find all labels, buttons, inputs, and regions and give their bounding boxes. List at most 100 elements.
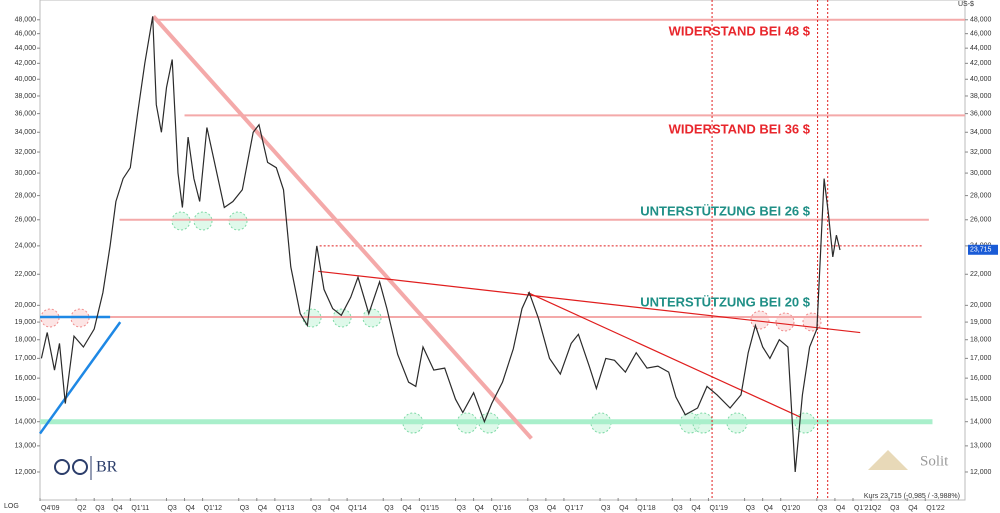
y-tick-label: 36,000	[970, 110, 992, 117]
x-tick-label: Q1'15	[420, 505, 439, 512]
plot-frame	[39, 0, 966, 501]
y-tick-label: 15,000	[970, 396, 992, 403]
brand-left: BR	[54, 456, 118, 480]
y-tick-label: 18,000	[15, 337, 37, 344]
x-tick-label: Q3	[240, 505, 249, 512]
x-tick-label: Q4	[619, 505, 628, 512]
unit-label: US-$	[958, 1, 974, 8]
x-tick-label: Q2	[77, 505, 86, 512]
x-tick-label: Q4	[908, 505, 917, 512]
y-tick-label: 28,000	[15, 192, 37, 199]
brand-right-text: Solit	[920, 453, 949, 469]
y-tick-label: 30,000	[970, 170, 992, 177]
x-tick-label: Q4	[113, 505, 122, 512]
y-tick-label: 26,000	[15, 217, 37, 224]
footer: Kurs 23,715 (-0,985 / -3,988%)	[864, 493, 960, 500]
x-tick-label: Q3	[746, 505, 755, 512]
x-tick-label: Q1'20	[782, 505, 801, 512]
x-tick-label: Q3	[95, 505, 104, 512]
y-tick-label: 19,000	[15, 319, 37, 326]
x-tick-label: Q4	[836, 505, 845, 512]
y-tick-label: 34,000	[970, 129, 992, 136]
annotation: UNTERSTÜTZUNG BEI 20 $	[640, 294, 811, 309]
y-tick-label: 32,000	[15, 149, 37, 156]
last-price-label: 23,715	[970, 247, 992, 254]
x-tick-label: Q1'14	[348, 505, 367, 512]
x-tick-label: Q1'16	[493, 505, 512, 512]
x-tick-label: Q4	[330, 505, 339, 512]
y-tick-label: 12,000	[15, 469, 37, 476]
y-tick-label: 36,000	[15, 110, 37, 117]
x-tick-label: Q3	[312, 505, 321, 512]
x-tick-label: Q4	[402, 505, 411, 512]
x-tick-label: Q3	[890, 505, 899, 512]
y-tick-label: 16,000	[970, 375, 992, 382]
y-tick-label: 17,000	[970, 355, 992, 362]
x-tick-label: Q4	[547, 505, 556, 512]
y-tick-label: 28,000	[970, 192, 992, 199]
x-tick-label: Q4	[691, 505, 700, 512]
price-line	[40, 16, 841, 473]
x-tick-label: Q4'09	[41, 505, 60, 512]
brand-right: Solit	[868, 450, 949, 470]
y-tick-label: 40,000	[970, 76, 992, 83]
y-tick-label: 14,000	[15, 419, 37, 426]
y-tick-label: 32,000	[970, 149, 992, 156]
y-tick-label: 20,000	[970, 302, 992, 309]
x-tick-label: Q1'18	[637, 505, 656, 512]
x-tick-label: Q1'11	[131, 505, 149, 512]
y-tick-label: 48,000	[15, 17, 37, 24]
y-tick-label: 42,000	[970, 60, 992, 67]
y-tick-label: 13,000	[15, 443, 37, 450]
y-tick-label: 40,000	[15, 76, 37, 83]
annotation: UNTERSTÜTZUNG BEI 26 $	[640, 203, 811, 218]
x-tick-label: Q3	[673, 505, 682, 512]
x-tick-label: Q3	[457, 505, 466, 512]
level-line	[527, 292, 801, 418]
x-tick-label: Q1'22	[926, 505, 945, 512]
y-tick-label: 17,000	[15, 355, 37, 362]
level-line	[318, 270, 861, 334]
x-tick-label: Q4	[186, 505, 195, 512]
x-tick-label: Q4	[258, 505, 267, 512]
y-tick-label: 15,000	[15, 396, 37, 403]
x-tick-label: Q3	[384, 505, 393, 512]
x-tick-label: Q3	[167, 505, 176, 512]
x-tick-label: Q1'17	[565, 505, 584, 512]
annotation: WIDERSTAND BEI 36 $	[669, 121, 811, 136]
y-tick-label: 19,000	[970, 319, 992, 326]
y-tick-label: 20,000	[15, 302, 37, 309]
brand-left-text: BR	[96, 459, 118, 476]
y-tick-label: 14,000	[970, 419, 992, 426]
x-tick-label: Q2	[872, 505, 881, 512]
y-tick-label: 44,000	[970, 45, 992, 52]
y-tick-label: 13,000	[970, 443, 992, 450]
x-tick-label: Q3	[601, 505, 610, 512]
y-tick-label: 34,000	[15, 129, 37, 136]
y-tick-label: 24,000	[15, 243, 37, 250]
scale-label: LOG	[4, 503, 19, 510]
level-line	[151, 15, 533, 440]
y-tick-label: 22,000	[970, 271, 992, 278]
y-tick-label: 46,000	[970, 31, 992, 38]
y-tick-label: 38,000	[970, 93, 992, 100]
touch-markers	[40, 211, 822, 434]
y-tick-label: 12,000	[970, 469, 992, 476]
x-tick-label: Q4	[475, 505, 484, 512]
y-tick-label: 42,000	[15, 60, 37, 67]
y-tick-label: 48,000	[970, 17, 992, 24]
y-tick-label: 44,000	[15, 45, 37, 52]
x-tick-label: Q1'21	[854, 505, 873, 512]
y-tick-label: 38,000	[15, 93, 37, 100]
y-tick-label: 26,000	[970, 217, 992, 224]
y-tick-label: 22,000	[15, 271, 37, 278]
x-tick-label: Q1'12	[204, 505, 223, 512]
y-tick-label: 18,000	[970, 337, 992, 344]
y-tick-label: 16,000	[15, 375, 37, 382]
annotation: WIDERSTAND BEI 48 $	[669, 23, 811, 38]
x-tick-label: Q4	[764, 505, 773, 512]
x-tick-label: Q3	[818, 505, 827, 512]
last-price-box	[968, 244, 998, 255]
x-tick-label: Q1'13	[276, 505, 295, 512]
